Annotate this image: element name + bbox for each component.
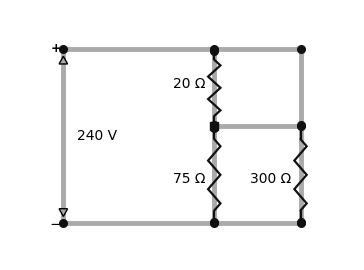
Text: 300 Ω: 300 Ω (250, 172, 291, 186)
Text: 240 V: 240 V (77, 129, 117, 143)
Text: +: + (50, 42, 61, 55)
Text: 75 Ω: 75 Ω (173, 172, 205, 186)
Text: −: − (49, 217, 62, 232)
Text: 20 Ω: 20 Ω (173, 77, 205, 91)
